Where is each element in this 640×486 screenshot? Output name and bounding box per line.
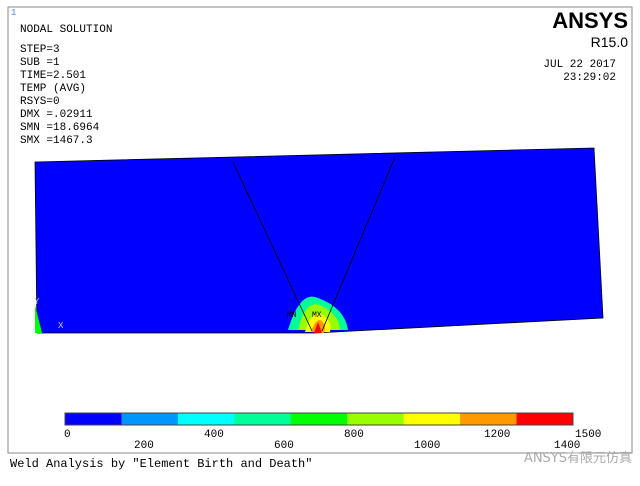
legend-band: [516, 413, 574, 425]
legend-band: [347, 413, 405, 425]
legend-band: [403, 413, 461, 425]
weld-line: [321, 156, 396, 332]
legend-label: 0: [64, 429, 71, 441]
legend-label: 800: [344, 429, 364, 441]
legend-label: 1200: [484, 429, 510, 441]
time: 23:29:02: [563, 72, 616, 84]
version: R15.0: [591, 34, 629, 50]
info-line: SMX =1467.3: [20, 135, 93, 147]
caption: Weld Analysis by "Element Birth and Deat…: [10, 457, 312, 471]
legend-label: 200: [134, 440, 154, 452]
info-line: TIME=2.501: [20, 70, 86, 82]
legend-band: [177, 413, 235, 425]
info-line: STEP=3: [20, 44, 60, 56]
info-line: DMX =.02911: [20, 109, 93, 121]
axis-y-label: Y: [34, 297, 40, 307]
title: NODAL SOLUTION: [20, 24, 112, 36]
min-label: MN: [287, 311, 297, 320]
legend-label: 1000: [414, 440, 440, 452]
date: JUL 22 2017: [543, 59, 616, 71]
info-line: RSYS=0: [20, 96, 60, 108]
legend-border: [64, 412, 574, 426]
model-body: [34, 147, 604, 334]
legend-label: 1400: [554, 440, 580, 452]
axis-x-label: X: [58, 321, 64, 331]
info-line: SMN =18.6964: [20, 122, 100, 134]
legend-label: 600: [274, 440, 294, 452]
max-label: MX: [312, 311, 322, 320]
watermark: ANSYS有限元仿真: [524, 451, 632, 466]
info-line: TEMP (AVG): [20, 83, 86, 95]
axis-triad: [35, 305, 42, 333]
heat-zone: [314, 322, 322, 333]
legend-band: [65, 413, 122, 425]
legend-band: [290, 413, 348, 425]
weld-line: [232, 161, 313, 332]
legend-band: [234, 413, 292, 425]
legend-label: 1500: [575, 429, 601, 441]
window-number: 1: [11, 8, 16, 18]
info-line: SUB =1: [20, 57, 60, 69]
legend-band: [121, 413, 179, 425]
brand: ANSYS: [552, 8, 628, 33]
legend-band: [460, 413, 518, 425]
legend-label: 400: [204, 429, 224, 441]
